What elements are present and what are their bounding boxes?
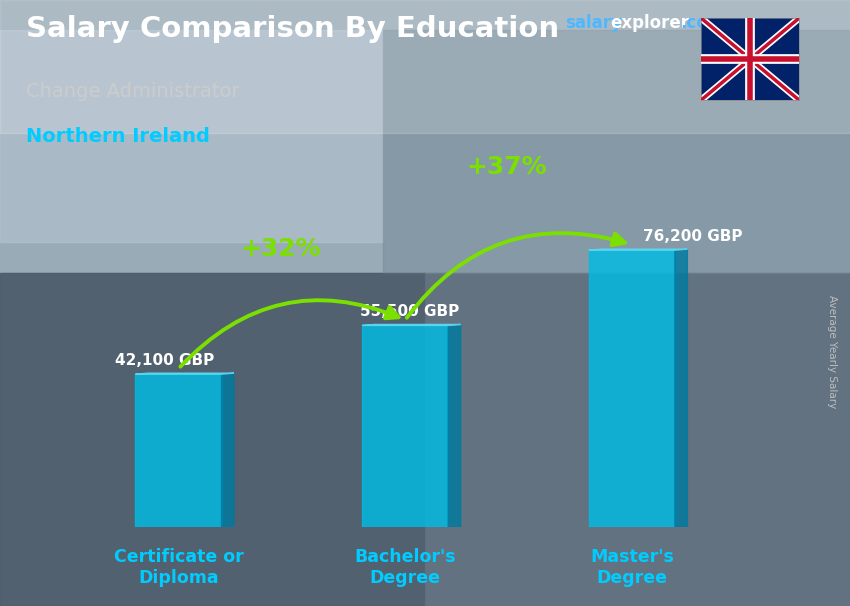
- Text: salary: salary: [565, 14, 622, 32]
- Polygon shape: [589, 249, 688, 250]
- Polygon shape: [135, 373, 234, 374]
- Polygon shape: [448, 324, 461, 527]
- Bar: [425, 273, 850, 606]
- Text: 42,100 GBP: 42,100 GBP: [115, 353, 214, 368]
- Polygon shape: [675, 249, 688, 527]
- Text: +32%: +32%: [241, 237, 320, 261]
- Text: +37%: +37%: [467, 155, 547, 179]
- Bar: [0, 273, 425, 606]
- Bar: [0, 30, 382, 242]
- Text: Average Yearly Salary: Average Yearly Salary: [827, 295, 837, 408]
- Bar: [362, 325, 448, 527]
- Bar: [0, 0, 850, 273]
- Bar: [0, 0, 850, 133]
- Text: explorer: explorer: [610, 14, 689, 32]
- Bar: [0, 273, 850, 606]
- Text: .com: .com: [680, 14, 725, 32]
- Text: Change Administrator: Change Administrator: [26, 82, 239, 101]
- Text: 55,500 GBP: 55,500 GBP: [360, 304, 459, 319]
- Bar: [589, 250, 675, 527]
- Polygon shape: [222, 373, 234, 527]
- Text: 76,200 GBP: 76,200 GBP: [643, 229, 743, 244]
- Polygon shape: [362, 324, 461, 325]
- Bar: [382, 30, 850, 273]
- Text: Northern Ireland: Northern Ireland: [26, 127, 209, 146]
- Text: Salary Comparison By Education: Salary Comparison By Education: [26, 15, 558, 43]
- Bar: [135, 374, 222, 527]
